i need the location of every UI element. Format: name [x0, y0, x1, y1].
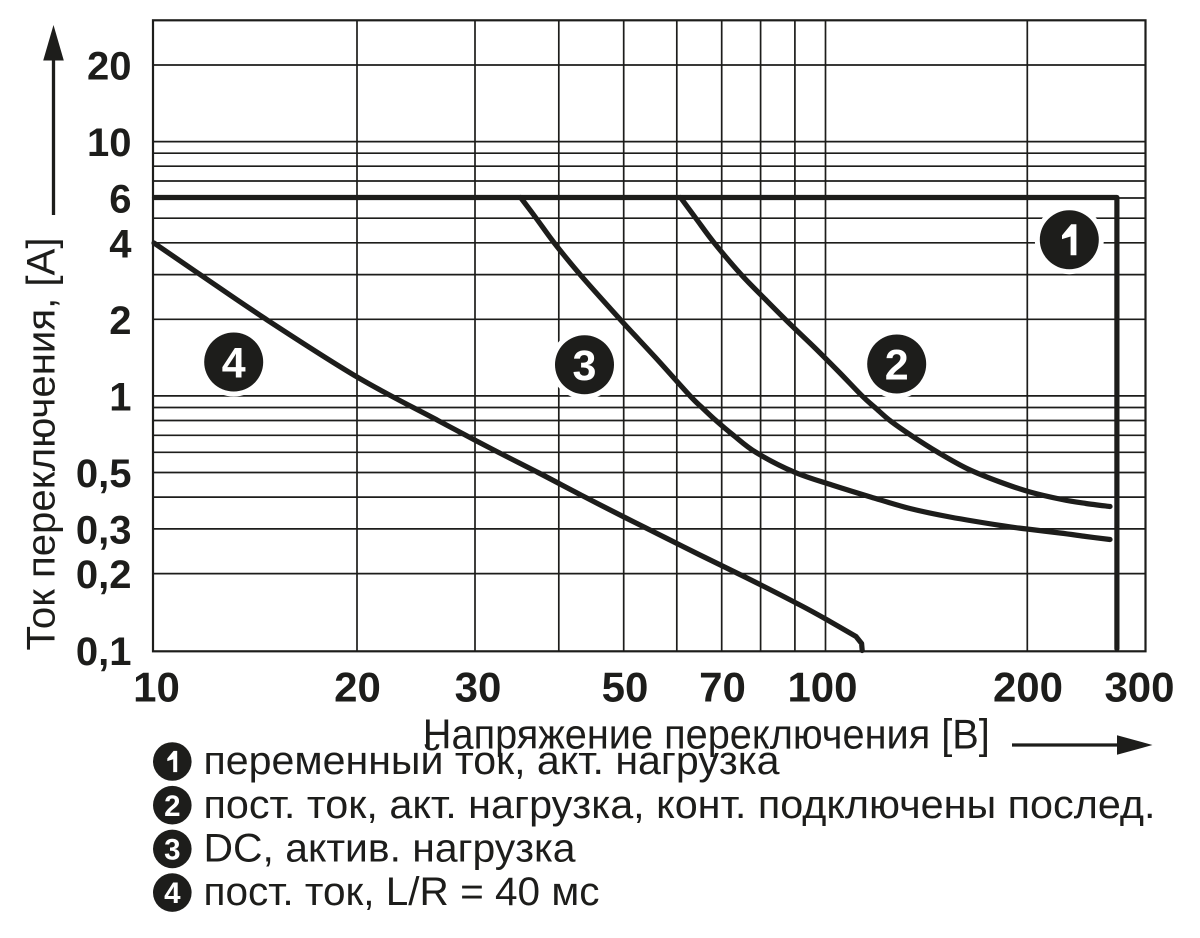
svg-text:DC, актив. нагрузка: DC, актив. нагрузка	[204, 827, 577, 871]
svg-text:0,2: 0,2	[76, 553, 132, 597]
svg-text:70: 70	[699, 664, 746, 711]
svg-text:2: 2	[885, 341, 909, 389]
svg-text:1: 1	[109, 376, 131, 420]
svg-text:3: 3	[164, 834, 180, 867]
svg-text:20: 20	[87, 45, 132, 89]
svg-text:20: 20	[334, 664, 381, 711]
svg-text:50: 50	[602, 664, 649, 711]
svg-text:0,3: 0,3	[76, 509, 132, 553]
svg-text:6: 6	[109, 178, 131, 222]
svg-text:4: 4	[222, 339, 246, 387]
svg-text:10: 10	[87, 121, 132, 165]
svg-text:200: 200	[993, 664, 1063, 711]
svg-text:10: 10	[133, 664, 180, 711]
svg-text:переменный ток, акт. нагрузка: переменный ток, акт. нагрузка	[204, 739, 781, 783]
svg-text:300: 300	[1104, 664, 1174, 711]
svg-text:2: 2	[164, 790, 180, 823]
svg-text:100: 100	[787, 664, 857, 711]
svg-text:2: 2	[109, 299, 131, 343]
svg-text:4: 4	[109, 222, 132, 266]
svg-text:3: 3	[573, 342, 597, 390]
svg-text:пост. ток, акт. нагрузка, конт: пост. ток, акт. нагрузка, конт. подключе…	[204, 783, 1156, 827]
svg-text:пост. ток, L/R = 40 мс: пост. ток, L/R = 40 мс	[204, 870, 600, 914]
svg-text:0,5: 0,5	[76, 452, 132, 496]
svg-text:Ток переключения, [А]: Ток переключения, [А]	[20, 238, 64, 651]
svg-text:Напряжение переключения [В]: Напряжение переключения [В]	[423, 711, 990, 758]
svg-text:4: 4	[164, 877, 181, 910]
svg-text:0,1: 0,1	[76, 630, 132, 674]
svg-text:30: 30	[455, 664, 502, 711]
